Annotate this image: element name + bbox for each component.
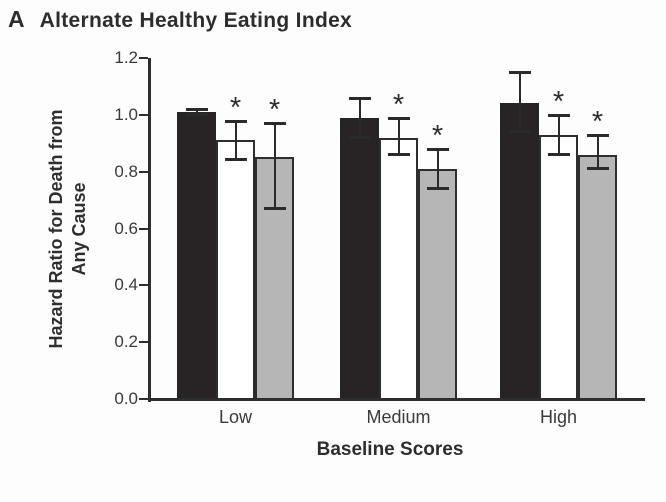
y-tick-1.0 xyxy=(139,113,148,116)
errorbar-line-white-medium xyxy=(397,117,400,155)
errorbar-cap-bottom-black-medium xyxy=(348,135,371,139)
x-axis-line xyxy=(148,398,645,401)
y-tick-label-1.2: 1.2 xyxy=(114,48,138,67)
y-tick-label-0.8: 0.8 xyxy=(114,161,138,181)
y-tick-label-0.2: 0.2 xyxy=(114,332,138,352)
figure-title: Alternate Healthy Eating Index xyxy=(39,9,353,32)
errorbar-cap-bottom-white-medium xyxy=(387,152,410,156)
significance-asterisk-gray-low: * xyxy=(268,94,281,127)
errorbar-cap-top-gray-medium xyxy=(426,147,449,151)
y-axis-line xyxy=(148,58,151,402)
bar-black-medium xyxy=(340,117,379,401)
y-axis-label-line2: Any Cause xyxy=(69,182,89,276)
errorbar-cap-top-gray-low xyxy=(263,122,286,126)
errorbar-line-white-high xyxy=(557,114,560,155)
errorbar-cap-top-black-low xyxy=(185,108,208,112)
significance-asterisk-white-medium: * xyxy=(392,88,405,121)
errorbar-cap-top-gray-high xyxy=(586,133,609,137)
significance-asterisk-gray-high: * xyxy=(591,105,604,138)
significance-asterisk-white-low: * xyxy=(229,91,242,124)
x-category-label-medium: Medium xyxy=(366,407,431,427)
x-category-label-low: Low xyxy=(218,407,253,427)
errorbar-line-gray-high xyxy=(596,134,599,169)
y-tick-0.6 xyxy=(139,227,148,230)
y-tick-label-1.0: 1.0 xyxy=(114,104,138,124)
y-axis-label-line1: Hazard Ratio for Death from xyxy=(46,109,66,349)
errorbar-line-black-medium xyxy=(358,97,361,138)
errorbar-cap-bottom-white-high xyxy=(547,152,570,156)
x-category-label-high: High xyxy=(539,407,578,427)
bar-white-high xyxy=(539,134,578,401)
y-tick-label-0.4: 0.4 xyxy=(114,275,138,295)
significance-asterisk-gray-medium: * xyxy=(431,119,444,152)
errorbar-cap-bottom-white-low xyxy=(224,158,247,162)
y-tick-0.0 xyxy=(139,398,148,400)
y-tick-0.4 xyxy=(139,284,148,287)
errorbar-cap-bottom-black-high xyxy=(508,129,531,133)
significance-asterisk-white-high: * xyxy=(552,85,565,118)
y-tick-0.8 xyxy=(139,170,148,173)
errorbar-line-black-low xyxy=(195,109,198,115)
errorbar-cap-top-black-medium xyxy=(348,96,371,100)
y-tick-1.2 xyxy=(139,57,148,59)
bar-white-medium xyxy=(379,137,418,401)
errorbar-cap-top-white-low xyxy=(224,119,247,123)
errorbar-cap-bottom-black-low xyxy=(185,112,208,116)
bar-gray-high xyxy=(578,154,617,401)
y-tick-0.2 xyxy=(139,341,148,344)
x-axis-title: Baseline Scores xyxy=(316,439,464,460)
bar-gray-medium xyxy=(418,168,457,401)
errorbar-cap-bottom-gray-high xyxy=(586,166,609,170)
errorbar-cap-top-black-high xyxy=(508,71,531,75)
errorbar-cap-bottom-gray-low xyxy=(263,206,286,210)
figure-header: A Alternate Healthy Eating Index xyxy=(8,6,352,33)
errorbar-cap-top-white-medium xyxy=(387,116,410,120)
y-tick-label-0.6: 0.6 xyxy=(114,218,138,238)
y-tick-label-0.0: 0.0 xyxy=(114,389,138,408)
y-axis-label: Hazard Ratio for Death from Any Cause xyxy=(45,59,91,399)
errorbar-line-white-low xyxy=(234,120,237,161)
errorbar-line-black-high xyxy=(518,72,521,132)
bar-black-high xyxy=(500,103,539,401)
errorbar-line-gray-low xyxy=(273,123,276,209)
bar-white-low xyxy=(216,140,255,401)
bar-black-low xyxy=(177,111,216,401)
errorbar-cap-top-white-high xyxy=(547,113,570,117)
panel-label: A xyxy=(8,6,25,32)
errorbar-line-gray-medium xyxy=(436,148,439,189)
errorbar-cap-bottom-gray-medium xyxy=(426,186,449,190)
